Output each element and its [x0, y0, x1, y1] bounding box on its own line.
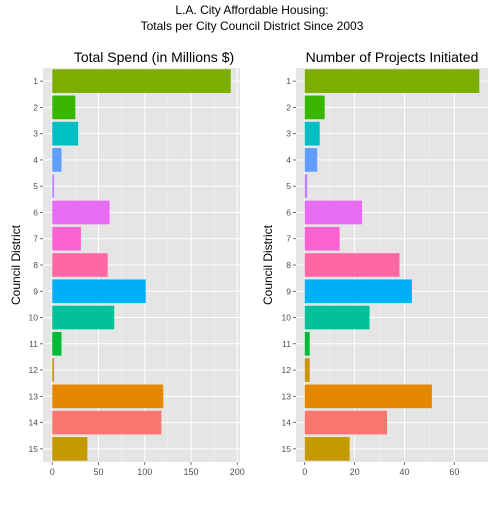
panel-0-bar-district-7	[52, 226, 81, 251]
panel-0-bar-district-9	[52, 279, 146, 304]
panel-1-y-tick-label: 2	[286, 102, 291, 112]
panel-1-bar-district-8	[304, 253, 400, 277]
panel-0-x-tick-label: 100	[137, 467, 152, 477]
panel-1-bar-district-5	[304, 174, 308, 199]
panel-1-y-tick-label: 10	[282, 313, 292, 323]
panel-0-y-tick-label: 8	[33, 260, 38, 270]
panel-0-bar-district-11	[52, 331, 62, 356]
panel-0-bar-district-2	[52, 95, 76, 120]
panel-1-y-tick-label: 1	[286, 76, 291, 86]
panel-0-y-tick-label: 15	[29, 444, 39, 454]
panel-1-title: Number of Projects Initiated	[306, 49, 479, 65]
panel-1-bar-district-15	[304, 437, 350, 461]
panel-0-bar-district-1	[52, 69, 231, 93]
panel-1-x-tick-label: 60	[449, 467, 459, 477]
panel-0-y-tick-label: 4	[33, 155, 38, 165]
panel-1-y-tick-label: 3	[286, 129, 291, 139]
panel-1-y-tick-label: 14	[282, 418, 292, 428]
panel-1-bar-district-2	[304, 95, 325, 120]
panel-0-y-tick-label: 5	[33, 181, 38, 191]
panel-0-y-tick-label: 12	[29, 365, 39, 375]
panel-1-y-tick-label: 12	[282, 365, 292, 375]
panel-1-x-tick-label: 0	[302, 467, 307, 477]
panel-1-bar-district-10	[304, 305, 370, 330]
panel-1-bar-district-3	[304, 121, 320, 146]
panel-1-bar-district-7	[304, 226, 340, 251]
panel-0-bar-district-15	[52, 437, 88, 461]
panel-0-bar-district-5	[52, 174, 55, 199]
panel-1-y-tick-label: 7	[286, 234, 291, 244]
panel-0-y-tick-label: 11	[29, 339, 38, 349]
panel-0-y-tick-label: 2	[33, 102, 38, 112]
panel-0-bar-district-10	[52, 305, 115, 330]
panel-0-y-tick-label: 6	[33, 207, 38, 217]
panel-0-x-tick-label: 0	[50, 467, 55, 477]
panel-1-y-axis-label: Council District	[261, 224, 275, 305]
panel-0-bar-district-4	[52, 148, 62, 172]
panel-0-title: Total Spend (in Millions $)	[74, 49, 234, 65]
panel-1-y-tick-label: 4	[286, 155, 291, 165]
panel-1-y-tick-label: 13	[282, 391, 292, 401]
panel-1-y-tick-label: 8	[286, 260, 291, 270]
panel-0-bar-district-8	[52, 253, 108, 277]
panel-1-y-tick-label: 5	[286, 181, 291, 191]
panel-1-bar-district-12	[304, 358, 310, 382]
panel-0-y-tick-label: 14	[29, 418, 39, 428]
panel-1-bar-district-9	[304, 279, 412, 304]
panel-1-x-tick-label: 40	[399, 467, 409, 477]
panel-0-y-tick-label: 1	[33, 76, 38, 86]
panel-0-bar-district-12	[52, 358, 55, 382]
panel-1-y-tick-label: 11	[282, 339, 291, 349]
panel-0-bar-district-13	[52, 384, 164, 409]
panel-1-bar-district-4	[304, 148, 318, 172]
panel-0-bar-district-3	[52, 121, 79, 146]
panel-1-bar-district-13	[304, 384, 432, 409]
panel-0-y-tick-label: 10	[29, 313, 39, 323]
panel-0-bar-district-14	[52, 410, 162, 435]
panel-0-y-tick-label: 9	[33, 286, 38, 296]
panel-1-bar-district-14	[304, 410, 388, 435]
panel-1-x-tick-label: 20	[350, 467, 360, 477]
panel-1-bar-district-11	[304, 331, 310, 356]
panel-0-x-tick-label: 200	[230, 467, 245, 477]
figure-title-line-2: Totals per City Council District Since 2…	[141, 19, 364, 33]
panel-1-bar-district-1	[304, 69, 480, 93]
panel-0-bar-district-6	[52, 200, 110, 225]
panel-0-y-tick-label: 3	[33, 129, 38, 139]
panel-1-y-tick-label: 6	[286, 207, 291, 217]
figure-title-line-1: L.A. City Affordable Housing:	[175, 3, 328, 17]
panel-0-y-axis-label: Council District	[9, 224, 23, 305]
panel-0-y-tick-label: 13	[29, 391, 39, 401]
panel-0-x-tick-label: 50	[93, 467, 103, 477]
panel-1-y-tick-label: 9	[286, 286, 291, 296]
panel-0-y-tick-label: 7	[33, 234, 38, 244]
panel-0-x-tick-label: 150	[183, 467, 198, 477]
panel-1-y-tick-label: 15	[282, 444, 292, 454]
panel-1-bar-district-6	[304, 200, 363, 225]
